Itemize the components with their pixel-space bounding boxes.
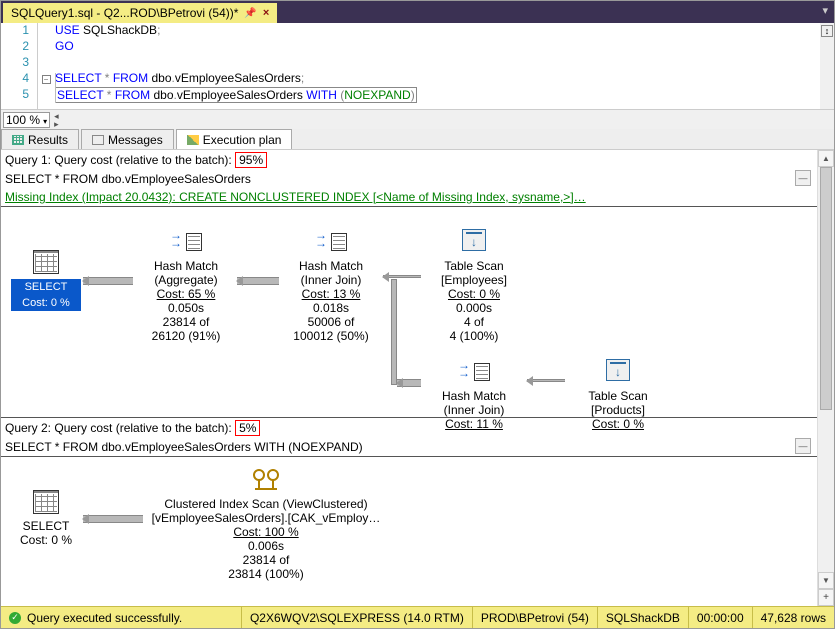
messages-icon [92, 135, 104, 145]
status-user: PROD\BPetrovi (54) [472, 607, 597, 628]
plan-node-hash-aggregate[interactable]: →→ Hash Match(Aggregate) Cost: 65 % 0.05… [131, 227, 241, 343]
plan-node-hash-join[interactable]: →→ Hash Match(Inner Join) Cost: 13 % 0.0… [276, 227, 386, 343]
plan-node-select[interactable]: SELECT Cost: 0 % [11, 247, 81, 311]
zoom-bar: 100 % ▾ ◂▸ [1, 109, 834, 129]
execution-plan-icon [187, 135, 199, 145]
grid-icon [12, 135, 24, 145]
plan-arrow [397, 379, 421, 387]
missing-index-hint[interactable]: Missing Index (Impact 20.0432): CREATE N… [1, 188, 817, 207]
plan-arrow [83, 515, 143, 523]
status-message: ✓Query executed successfully. [1, 607, 241, 628]
plan-arrow [383, 275, 421, 278]
status-database: SQLShackDB [597, 607, 688, 628]
editor-ruler: ↕ [820, 23, 834, 109]
tab-menu-icon[interactable]: ▾ [822, 4, 828, 17]
collapse-icon[interactable]: − [37, 71, 55, 87]
tab-messages[interactable]: Messages [81, 129, 174, 149]
file-tab-title: SQLQuery1.sql - Q2...ROD\BPetrovi (54))* [11, 6, 238, 20]
file-tab-active[interactable]: SQLQuery1.sql - Q2...ROD\BPetrovi (54))*… [3, 3, 277, 23]
table-icon [29, 247, 63, 277]
query1-cost-badge: 95% [235, 152, 267, 168]
line-number: 1 [1, 23, 37, 39]
success-icon: ✓ [9, 612, 21, 624]
status-rows: 47,628 rows [752, 607, 834, 628]
plan-node-tablescan-employees[interactable]: Table Scan[Employees] Cost: 0 % 0.000s4 … [419, 227, 529, 343]
scrollbar-thumb[interactable] [820, 167, 832, 410]
status-time: 00:00:00 [688, 607, 752, 628]
results-tabstrip: Results Messages Execution plan [1, 129, 834, 150]
execution-plan-panel: Query 1: Query cost (relative to the bat… [1, 150, 834, 606]
plan-node-select[interactable]: SELECT Cost: 0 % [11, 487, 81, 547]
nav-arrows-icon[interactable]: ◂▸ [54, 112, 59, 128]
zoom-select[interactable]: 100 % ▾ [3, 112, 50, 128]
table-scan-icon [601, 357, 635, 387]
plan-node-clustered-index-scan[interactable]: Clustered Index Scan (ViewClustered)[vEm… [126, 465, 406, 581]
query2-sql: SELECT * FROM dbo.vEmployeeSalesOrders W… [1, 438, 817, 457]
table-icon [29, 487, 63, 517]
clustered-index-scan-icon [249, 465, 283, 495]
pin-icon[interactable]: 📌 [244, 8, 256, 19]
scroll-down-icon[interactable]: ▼ [818, 572, 834, 589]
hash-match-icon: →→ [314, 227, 348, 257]
hash-match-icon: →→ [457, 357, 491, 387]
plan-vertical-scrollbar[interactable]: ▲ ▼ + [817, 150, 834, 606]
query1-plan-diagram[interactable]: SELECT Cost: 0 % →→ Hash Match(Aggregate… [1, 207, 817, 417]
hash-match-icon: →→ [169, 227, 203, 257]
query2-plan-diagram[interactable]: SELECT Cost: 0 % Clustered Index Scan (V… [1, 457, 817, 587]
plan-connector [391, 279, 397, 385]
query1-header: Query 1: Query cost (relative to the bat… [1, 150, 817, 170]
scroll-up-icon[interactable]: ▲ [818, 150, 834, 167]
tab-execution-plan[interactable]: Execution plan [176, 129, 293, 149]
line-number: 3 [1, 55, 37, 71]
query2-header: Query 2: Query cost (relative to the bat… [1, 418, 817, 438]
line-number: 5 [1, 87, 37, 103]
line-number: 4 [1, 71, 37, 87]
query2-cost-badge: 5% [235, 420, 260, 436]
plan-arrow [83, 277, 133, 285]
file-tabstrip: SQLQuery1.sql - Q2...ROD\BPetrovi (54))*… [1, 1, 834, 23]
query1-sql: SELECT * FROM dbo.vEmployeeSalesOrders [1, 170, 817, 188]
tab-results[interactable]: Results [1, 129, 79, 149]
line-number: 2 [1, 39, 37, 55]
close-icon[interactable]: × [263, 7, 269, 19]
zoom-plus-icon[interactable]: + [818, 589, 834, 606]
status-server: Q2X6WQV2\SQLEXPRESS (14.0 RTM) [241, 607, 472, 628]
split-icon[interactable]: ↕ [821, 25, 833, 37]
status-bar: ✓Query executed successfully. Q2X6WQV2\S… [1, 606, 834, 628]
table-scan-icon [457, 227, 491, 257]
sql-editor[interactable]: ↕ 1USE SQLShackDB; 2GO 3 4−SELECT * FROM… [1, 23, 834, 109]
plan-arrow [237, 277, 279, 285]
plan-arrow [527, 379, 565, 382]
